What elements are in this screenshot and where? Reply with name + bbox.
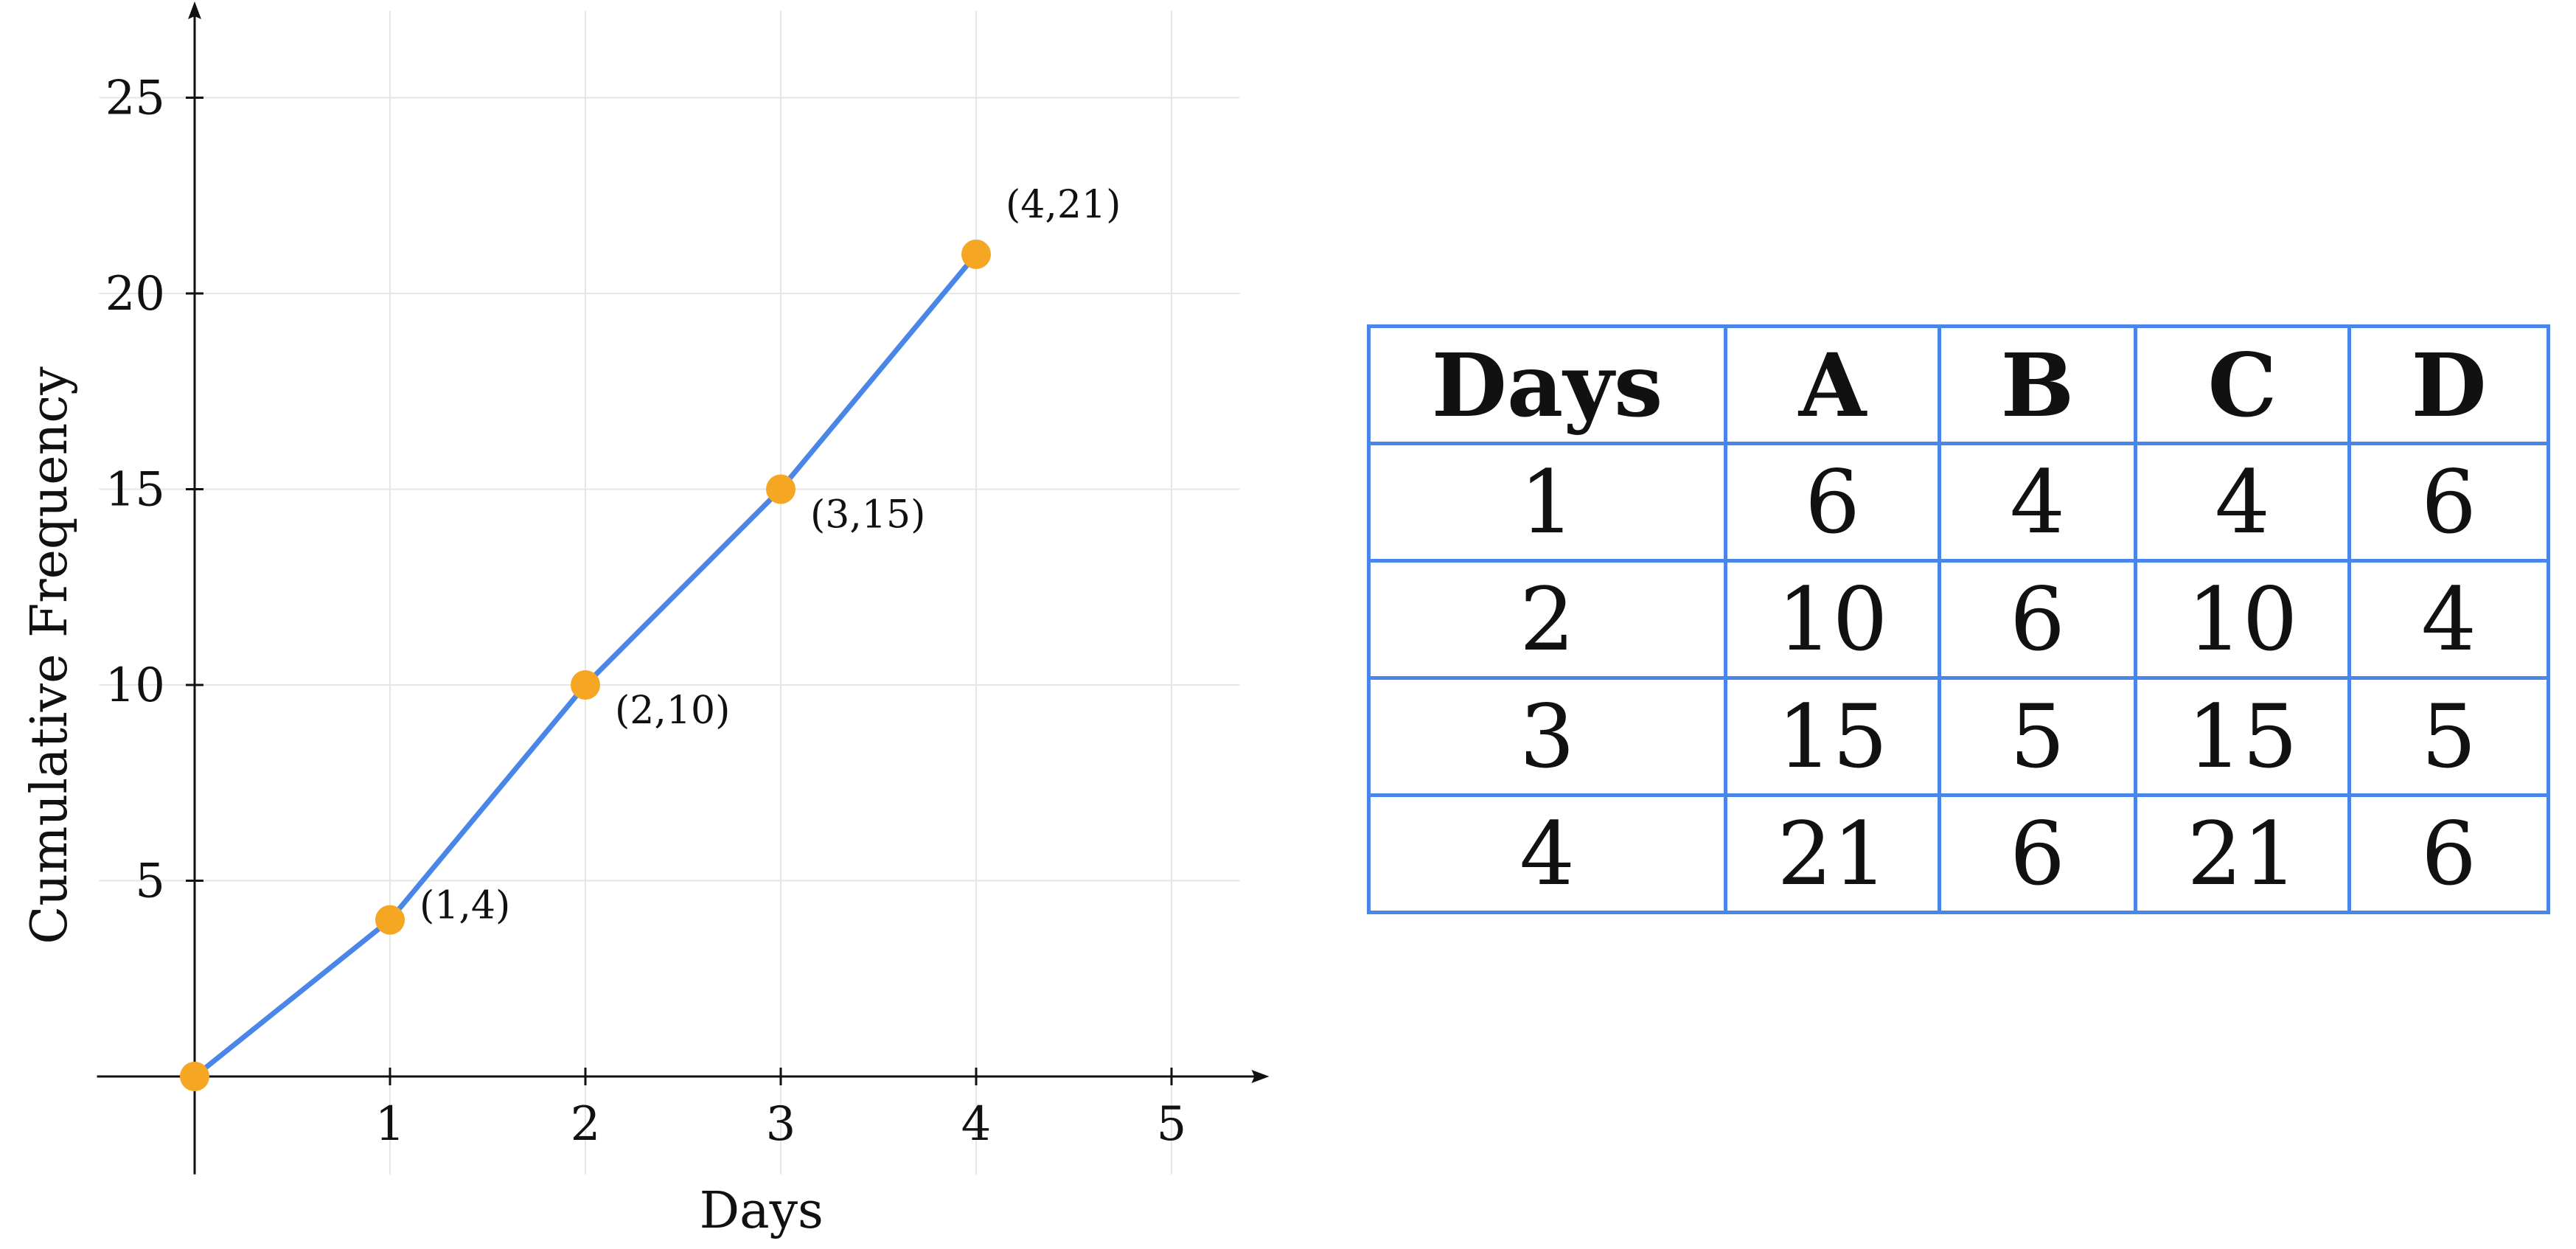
y-axis-title: Cumulative Frequency xyxy=(21,366,79,944)
x-axis-arrow xyxy=(1251,1070,1270,1083)
table-row: 2 10 6 10 4 xyxy=(1367,559,2550,680)
frequency-table: Days A B C D 1 6 4 4 6 2 10 6 10 4 3 15 … xyxy=(1367,324,2550,914)
header-c: C xyxy=(2134,324,2351,445)
table-cell: 10 xyxy=(1724,559,1941,680)
table-cell: 1 xyxy=(1367,442,1727,563)
y-tick-label: 5 xyxy=(135,855,165,909)
header-a: A xyxy=(1724,324,1941,445)
x-tick-label: 4 xyxy=(961,1097,992,1152)
table-cell: 5 xyxy=(2347,676,2550,797)
axes xyxy=(97,1,1270,1175)
x-tick-label: 2 xyxy=(571,1097,601,1152)
table-cell: 21 xyxy=(1724,793,1941,914)
data-points xyxy=(180,239,991,1091)
point-annotations: (1,4) (2,10) (3,15) (4,21) xyxy=(420,183,1121,928)
table-cell: 10 xyxy=(2134,559,2351,680)
table-cell: 4 xyxy=(2134,442,2351,563)
data-point-marker xyxy=(375,905,405,935)
y-tick-label: 10 xyxy=(105,658,165,713)
y-tick-label: 20 xyxy=(105,267,165,321)
grid-lines xyxy=(99,10,1240,1175)
table-cell: 4 xyxy=(1367,793,1727,914)
data-point-marker xyxy=(961,239,991,269)
data-point-marker xyxy=(571,670,600,700)
table-row: 3 15 5 15 5 xyxy=(1367,676,2550,797)
data-point-marker xyxy=(766,474,796,504)
y-tick-label: 15 xyxy=(105,463,165,518)
table-cell: 4 xyxy=(1938,442,2137,563)
table-cell: 15 xyxy=(1724,676,1941,797)
table-cell: 6 xyxy=(1938,793,2137,914)
table-cell: 5 xyxy=(1938,676,2137,797)
y-tick-label: 25 xyxy=(105,72,165,126)
x-tick-label: 5 xyxy=(1157,1097,1187,1152)
table-cell: 6 xyxy=(2347,442,2550,563)
table-cell: 2 xyxy=(1367,559,1727,680)
table-cell: 6 xyxy=(1724,442,1941,563)
header-b: B xyxy=(1938,324,2137,445)
table-cell: 3 xyxy=(1367,676,1727,797)
table-cell: 15 xyxy=(2134,676,2351,797)
x-tick-label: 3 xyxy=(766,1097,796,1152)
table-cell: 6 xyxy=(1938,559,2137,680)
table-cell: 6 xyxy=(2347,793,2550,914)
data-point-label: (1,4) xyxy=(420,884,510,928)
data-point-label: (4,21) xyxy=(1006,183,1121,227)
header-days: Days xyxy=(1367,324,1727,445)
table-header-row: Days A B C D xyxy=(1367,324,2550,445)
header-d: D xyxy=(2347,324,2550,445)
table-row: 4 21 6 21 6 xyxy=(1367,793,2550,914)
table-row: 1 6 4 4 6 xyxy=(1367,442,2550,563)
data-point-label: (2,10) xyxy=(615,689,730,733)
table-cell: 4 xyxy=(2347,559,2550,680)
data-point-marker xyxy=(180,1062,209,1091)
tick-labels: 1 2 3 4 5 5 10 15 20 25 xyxy=(105,72,1187,1152)
x-axis-title: Days xyxy=(700,1182,824,1240)
y-axis-arrow xyxy=(188,1,201,19)
data-point-label: (3,15) xyxy=(810,493,925,537)
table-cell: 21 xyxy=(2134,793,2351,914)
x-tick-label: 1 xyxy=(375,1097,405,1152)
cumulative-frequency-chart: 1 2 3 4 5 5 10 15 20 25 (1,4) (2,10) (3,15) (4,21) D… xyxy=(21,1,1270,1240)
